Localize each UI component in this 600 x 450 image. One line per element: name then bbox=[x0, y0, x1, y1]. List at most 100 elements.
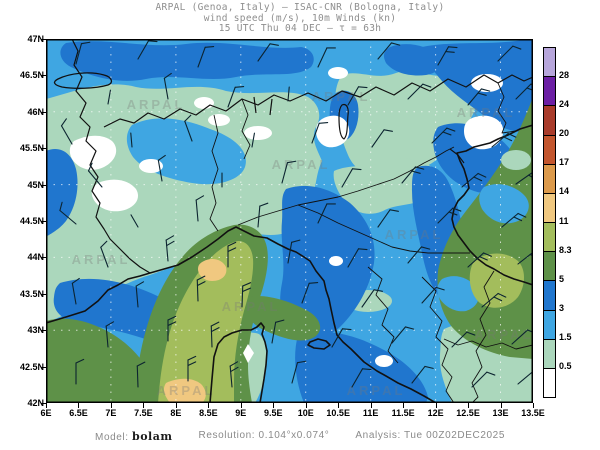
wind-barb bbox=[107, 89, 111, 105]
wind-barb bbox=[269, 43, 279, 46]
wind-barb bbox=[513, 216, 523, 222]
colorbar-segment bbox=[544, 134, 555, 164]
wind-barb bbox=[308, 281, 319, 284]
wind-barb bbox=[411, 170, 421, 174]
wind-barb bbox=[184, 120, 193, 142]
x-tick-mark bbox=[305, 403, 307, 408]
y-tick-mark bbox=[41, 148, 46, 150]
y-tick-label: 42N bbox=[27, 398, 44, 408]
map-canvas: ARPAL ARPAL ARPAL ARPAL ARPAL ARPAL ARPAL ARPAL… bbox=[45, 38, 543, 404]
wind-barb bbox=[165, 235, 175, 241]
wind-barb bbox=[60, 125, 73, 145]
x-tick-label: 9E bbox=[235, 408, 247, 418]
y-tick-mark bbox=[41, 366, 46, 368]
wind-barb bbox=[227, 241, 237, 247]
x-tick-mark bbox=[435, 403, 437, 408]
watermark-text: ARPAL bbox=[272, 157, 331, 172]
resolution-info: Resolution: 0.104°x0.074° bbox=[199, 430, 330, 443]
y-tick-label: 45.5N bbox=[19, 143, 44, 154]
colorbar-segment bbox=[544, 338, 555, 368]
resolution-value: 0.104°x0.074° bbox=[258, 430, 330, 441]
wind-barb bbox=[184, 114, 192, 122]
wind-barb bbox=[493, 296, 503, 302]
wind-barb bbox=[210, 321, 220, 327]
y-tick-mark bbox=[41, 221, 46, 222]
analysis-value: Tue 00Z02DEC2025 bbox=[404, 430, 505, 441]
colorbar-segment bbox=[544, 367, 555, 398]
wind-barb bbox=[234, 85, 245, 88]
x-tick-label: 6E bbox=[40, 408, 52, 418]
model-value: bolam bbox=[132, 430, 173, 443]
wind-barb bbox=[137, 40, 150, 60]
x-tick-mark bbox=[468, 403, 470, 408]
wind-barb bbox=[414, 166, 425, 170]
watermark-text: ARPAL bbox=[347, 383, 406, 398]
wind-barb bbox=[195, 195, 205, 201]
wind-barb bbox=[196, 281, 206, 287]
wind-barb bbox=[167, 315, 177, 321]
wind-barb bbox=[311, 122, 320, 144]
x-tick-mark bbox=[500, 403, 502, 408]
watermark-text: ARPAL bbox=[127, 97, 186, 112]
x-tick-label: 9.5E bbox=[264, 408, 283, 418]
x-tick-mark bbox=[533, 403, 534, 408]
y-tick-label: 46.5N bbox=[19, 70, 44, 81]
wind-barb bbox=[167, 321, 177, 327]
x-tick-label: 10E bbox=[297, 408, 314, 418]
y-tick-label: 45N bbox=[27, 179, 44, 190]
wind-barb bbox=[135, 285, 139, 308]
x-tick-mark bbox=[370, 403, 372, 408]
wind-barb bbox=[515, 83, 532, 100]
x-tick-mark bbox=[78, 403, 80, 408]
wind-barb bbox=[105, 325, 109, 348]
analysis-info: Analysis: Tue 00Z02DEC2025 bbox=[355, 430, 505, 443]
wind-barb bbox=[411, 365, 426, 384]
colorbar-tick-label: 5 bbox=[559, 273, 565, 284]
x-tick-label: 11.5E bbox=[391, 408, 415, 418]
resolution-label: Resolution: bbox=[198, 430, 256, 441]
wind-barb bbox=[229, 365, 233, 388]
wind-barb bbox=[130, 214, 139, 228]
wind-barb bbox=[341, 168, 354, 188]
wind-barb bbox=[195, 199, 199, 222]
wind-barb bbox=[135, 281, 145, 287]
wind-barb bbox=[351, 368, 364, 388]
x-tick-mark bbox=[338, 403, 340, 408]
colorbar-segment bbox=[544, 163, 555, 193]
y-tick-mark bbox=[41, 257, 46, 259]
wind-barb bbox=[259, 202, 269, 207]
wind-barb bbox=[187, 355, 197, 361]
wind-barb bbox=[59, 201, 63, 212]
y-tick-mark bbox=[41, 403, 46, 404]
wind-barb bbox=[452, 207, 462, 212]
y-tick-mark bbox=[41, 75, 46, 77]
watermark-text: ARPAL bbox=[475, 327, 533, 342]
wind-barb bbox=[424, 365, 434, 369]
wind-barb bbox=[478, 256, 488, 261]
wind-barb bbox=[383, 129, 393, 132]
wind-barb bbox=[71, 282, 77, 305]
map-frame bbox=[46, 39, 533, 403]
wind-barb bbox=[461, 172, 479, 188]
wind-barb bbox=[391, 326, 407, 344]
colorbar-tick-label: 24 bbox=[559, 99, 570, 110]
y-tick-label: 43.5N bbox=[19, 288, 44, 299]
wind-barb bbox=[59, 209, 77, 225]
wind-barb bbox=[317, 47, 328, 68]
title-line-3: 15 UTC Thu 04 DEC — τ = 63h bbox=[218, 23, 382, 34]
x-tick-mark bbox=[240, 403, 242, 408]
x-tick-label: 6.5E bbox=[69, 408, 88, 418]
wind-barb bbox=[437, 46, 450, 66]
wind-barb bbox=[511, 329, 529, 345]
colorbar-segment bbox=[544, 222, 555, 252]
title-line-1: ARPAL (Genoa, Italy) — ISAC-CNR (Bologna… bbox=[155, 2, 445, 13]
wind-barb bbox=[281, 162, 288, 184]
wind-barb bbox=[136, 365, 139, 388]
wind-barb bbox=[501, 212, 519, 228]
wind-barb bbox=[517, 212, 527, 218]
wind-barb bbox=[420, 246, 431, 250]
wind-barb bbox=[473, 176, 483, 182]
wind-barb bbox=[242, 282, 252, 287]
x-tick-mark bbox=[46, 403, 47, 408]
wind-barb bbox=[347, 86, 360, 106]
